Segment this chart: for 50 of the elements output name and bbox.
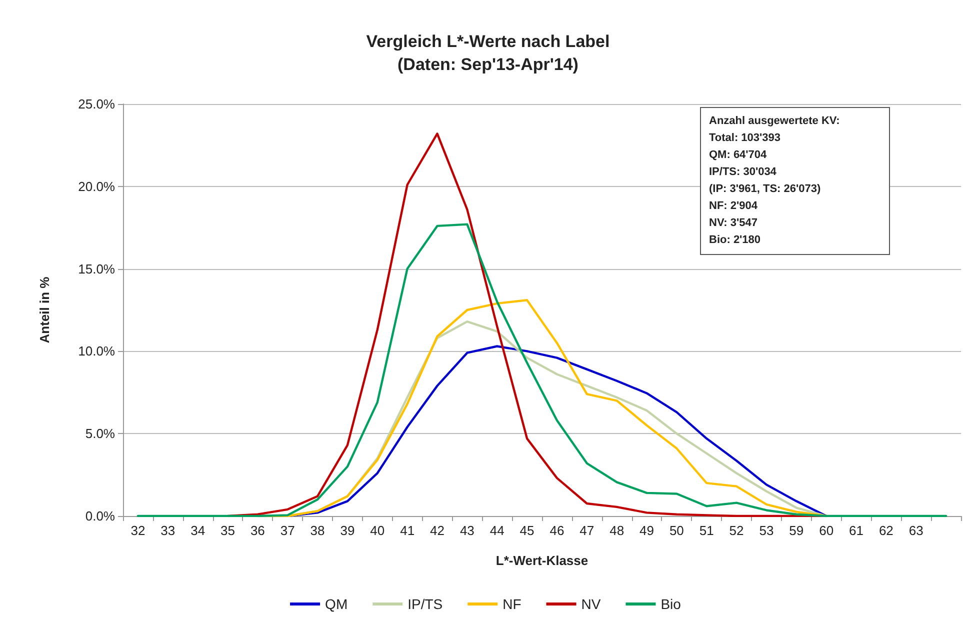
legend-label: Bio	[660, 596, 682, 612]
annotation: Anzahl ausgewertete KV:	[709, 114, 841, 129]
annotation: QM: 64'704	[709, 148, 768, 163]
annotation: IP/TS: 30'034	[709, 165, 778, 180]
legend-label: QM	[325, 596, 348, 612]
x-tick-label: 36	[250, 523, 265, 538]
x-tick-label: 47	[580, 523, 594, 538]
x-tick-label: 32	[130, 523, 146, 538]
x-tick-label: 53	[759, 523, 774, 538]
x-tick-label: 40	[370, 523, 385, 538]
chart-title: Vergleich L*-Werte nach Label	[366, 32, 610, 51]
y-tick-label: 10.0%	[78, 344, 116, 359]
legend-label: NF	[502, 596, 522, 612]
legend-label: NV	[581, 596, 602, 612]
annotation: Bio: 2'180	[709, 233, 762, 248]
x-tick-label: 45	[520, 523, 534, 538]
annotation: NV: 3'547	[709, 216, 758, 231]
y-tick-label: 5.0%	[85, 426, 116, 442]
annotation: (IP: 3'961, TS: 26'073)	[709, 182, 822, 197]
legend-label: IP/TS	[408, 596, 443, 612]
x-tick-label: 63	[908, 523, 924, 538]
chart-subtitle: (Daten: Sep'13-Apr'14)	[398, 55, 578, 74]
annotation: NF: 2'904	[709, 199, 758, 214]
x-tick-label: 41	[400, 523, 415, 538]
y-tick-label: 20.0%	[78, 178, 116, 194]
x-tick-label: 52	[729, 523, 744, 538]
x-tick-label: 38	[310, 523, 325, 538]
y-tick-label: 15.0%	[78, 261, 116, 276]
x-tick-label: 59	[789, 523, 804, 538]
x-tick-label: 51	[699, 523, 714, 538]
x-tick-label: 34	[190, 523, 206, 538]
x-tick-label: 33	[160, 523, 176, 538]
x-tick-label: 46	[550, 523, 564, 538]
x-tick-label: 60	[819, 523, 834, 538]
x-tick-label: 37	[280, 523, 295, 538]
x-tick-label: 48	[610, 523, 624, 538]
x-tick-label: 49	[640, 523, 654, 538]
y-axis-title: Anteil in %	[37, 276, 52, 344]
x-tick-label: 39	[340, 523, 355, 538]
x-tick-label: 44	[490, 523, 504, 538]
y-tick-label: 0.0%	[85, 508, 116, 524]
x-tick-label: 43	[460, 523, 474, 538]
x-tick-label: 35	[220, 523, 235, 538]
annotation: Total: 103'393	[709, 131, 782, 146]
x-tick-label: 62	[878, 523, 894, 538]
y-tick-label: 25.0%	[78, 96, 116, 112]
x-tick-label: 42	[430, 523, 444, 538]
x-tick-label: 61	[849, 523, 864, 538]
x-tick-label: 50	[669, 523, 684, 538]
x-axis-title: L*-Wert-Klasse	[496, 553, 588, 568]
